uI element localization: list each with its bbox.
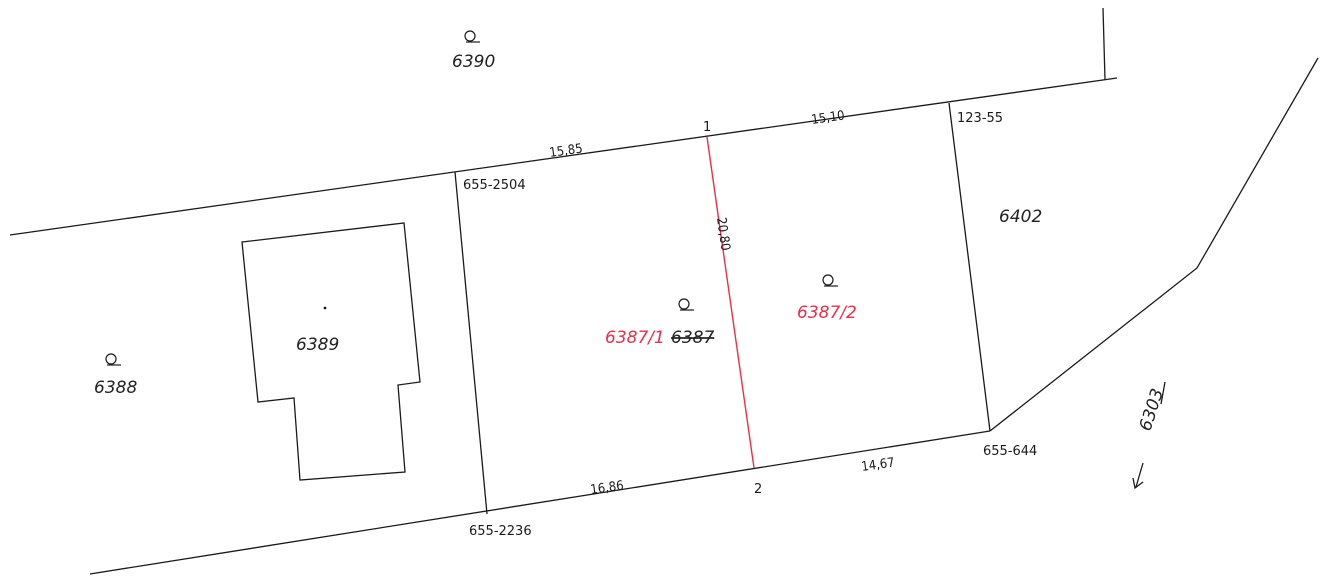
dimension-north-west: 15,85 [548, 141, 583, 161]
point-label-655-644: 655-644 [983, 444, 1037, 459]
south-boundary-line [89, 430, 991, 575]
building-center-dot [323, 306, 327, 310]
dimension-south-west: 16,86 [589, 478, 624, 498]
parcel-label-6390: 6390 [452, 52, 495, 72]
dimension-north-east: 15,10 [810, 108, 845, 128]
road-edge-line [989, 57, 1319, 432]
marker-6387 [678, 298, 694, 311]
new-boundary-line [706, 136, 755, 469]
parcel-label-6402: 6402 [999, 207, 1042, 227]
point-label-123-55: 123-55 [957, 111, 1003, 126]
parcel-label-6387-1: 6387/1 [605, 328, 665, 348]
point-label-655-2504: 655-2504 [463, 178, 526, 193]
parcel-label-6387: 6387 [671, 328, 714, 348]
parcel-label-6388: 6388 [94, 378, 137, 398]
marker-6387-2 [822, 274, 838, 287]
north-boundary-line [9, 77, 1118, 236]
marker-6390 [464, 30, 480, 43]
dimension-new-boundary: 20,80 [713, 216, 733, 251]
east-divider-line [948, 102, 991, 432]
point-label-1: 1 [703, 120, 711, 135]
west-divider-line [454, 171, 488, 515]
road-tick-line [1160, 381, 1166, 405]
marker-6388 [105, 353, 121, 366]
building-outline [241, 222, 421, 481]
parcel-label-6387-2: 6387/2 [797, 303, 857, 323]
road-arrow-icon [1132, 462, 1144, 490]
svg-text:20,80: 20,80 [713, 216, 733, 251]
point-label-2: 2 [754, 482, 762, 497]
point-label-655-2236: 655-2236 [469, 524, 532, 539]
dimension-south-east: 14,67 [860, 455, 895, 475]
parcel-label-6389: 6389 [296, 335, 339, 355]
east-top-boundary-line [1102, 7, 1106, 81]
